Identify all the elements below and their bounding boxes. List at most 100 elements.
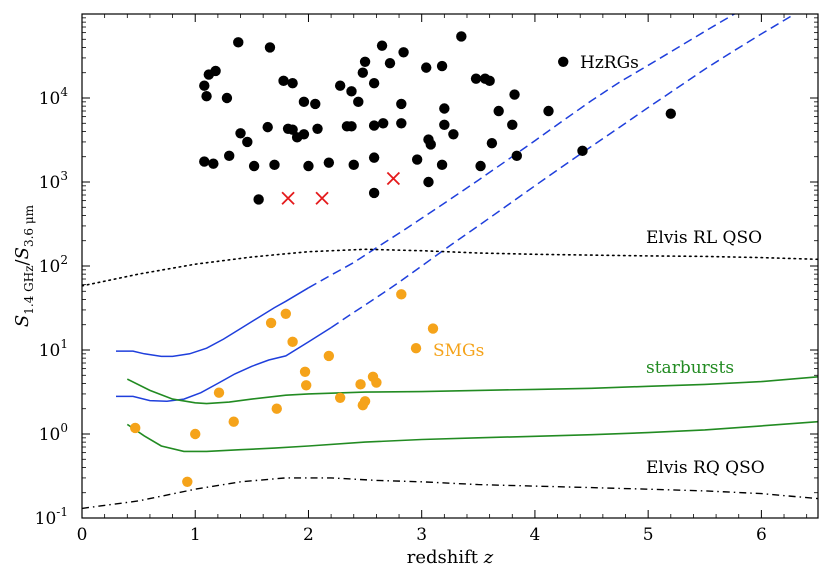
hzrg-point — [423, 176, 434, 188]
smg-point — [355, 379, 366, 390]
hzrg-point — [470, 73, 482, 84]
series-lines — [82, 14, 818, 510]
y-tick-label: 102 — [39, 253, 68, 277]
hzrg-point — [439, 103, 450, 114]
y-tick-label: 103 — [39, 169, 68, 193]
smg-point — [300, 380, 312, 391]
hzrg-point — [346, 121, 357, 132]
hzrg-point — [543, 105, 554, 117]
hzrg-point — [396, 98, 407, 110]
line-elvis-rq-qso — [82, 477, 818, 510]
hzrg-point — [310, 98, 321, 110]
smg-point — [265, 317, 277, 329]
hzrg-point — [425, 139, 436, 150]
axes: 0 1 2 3 4 5 6 10-1 100 101 102 103 104 — [35, 14, 818, 545]
cross-marker — [281, 191, 295, 205]
smg-point — [396, 289, 407, 300]
hzrg-point — [486, 137, 498, 149]
hzrg-point — [384, 57, 396, 69]
hzrg-point — [312, 123, 323, 134]
hzrg-point — [411, 154, 423, 165]
x-axis-label-text: redshift — [407, 547, 484, 568]
hzrg-point — [348, 159, 359, 171]
hzrg-point — [396, 118, 407, 129]
y-tick-label: 104 — [39, 85, 69, 109]
blue-line-dashed — [330, 14, 796, 329]
y-tick-label: 100 — [39, 421, 68, 445]
hzrg-point — [199, 80, 210, 91]
elvis-rl-annotation: Elvis RL QSO — [646, 228, 762, 248]
hzrg-point — [368, 120, 380, 131]
hzrg-point — [368, 152, 380, 163]
hzrg-point — [359, 56, 371, 67]
cross-marker — [315, 191, 329, 205]
y-axis-label: S1.4 GHz/S3.6 μm — [12, 204, 36, 327]
smg-point — [182, 476, 193, 487]
hzrg-point — [509, 89, 520, 100]
hzrg-point — [493, 105, 504, 117]
x-tick-label: 6 — [756, 525, 767, 545]
blue-line-dashed — [308, 14, 736, 289]
x-axis-label: redshift z — [407, 547, 494, 568]
line-elvis-rl-qso — [82, 248, 818, 287]
y-tick-label: 101 — [39, 337, 68, 361]
hzrg-point — [665, 108, 676, 119]
hzrg-point — [201, 91, 212, 102]
x-tick-label: 3 — [416, 525, 427, 545]
hzrg-point — [484, 75, 495, 87]
x-tick-label: 0 — [77, 525, 88, 545]
hzrg-point — [436, 159, 448, 171]
hzrg-point — [298, 96, 310, 108]
hzrg-point — [456, 31, 467, 42]
smgs-annotation: SMGs — [433, 341, 484, 361]
hzrg-point — [558, 56, 569, 67]
x-tick-label: 4 — [530, 525, 541, 545]
smg-point — [427, 323, 439, 334]
x-tick-label: 1 — [190, 525, 201, 545]
hzrgs-annotation: HzRGs — [580, 53, 639, 73]
smg-point — [287, 336, 298, 348]
smg-point — [130, 422, 141, 434]
hzrg-point — [368, 187, 380, 199]
hzrg-point — [376, 40, 388, 51]
x-tick-label: 5 — [643, 525, 654, 545]
smg-point — [271, 403, 282, 414]
hzrg-point — [253, 194, 264, 205]
smg-point — [410, 343, 422, 354]
hzrg-point — [264, 42, 276, 53]
hzrg-point — [235, 128, 246, 139]
hzrg-point — [334, 80, 346, 91]
hzrg-point — [368, 78, 380, 89]
smg-point — [323, 350, 335, 362]
series-points — [130, 31, 676, 487]
starbursts-annotation: starbursts — [646, 358, 734, 378]
line-starbursts-lower — [126, 420, 818, 453]
hzrg-point — [357, 67, 369, 78]
hzrg-point — [298, 129, 310, 140]
blue-line-solid — [116, 287, 309, 358]
y-tick-label: 10-1 — [35, 505, 68, 529]
hzrg-point — [210, 65, 221, 77]
smg-point — [213, 387, 225, 398]
smg-point — [334, 392, 346, 403]
smg-point — [357, 400, 369, 411]
hzrg-point — [269, 159, 280, 171]
hzrg-point — [208, 158, 219, 169]
x-axis-label-var: z — [483, 547, 494, 568]
hzrg-point — [577, 145, 588, 157]
hzrg-point — [287, 124, 298, 135]
hzrg-point — [233, 37, 244, 48]
hzrg-point — [421, 62, 432, 73]
hzrg-point — [303, 160, 314, 172]
hzrg-point — [439, 119, 450, 130]
line-starbursts-upper — [126, 376, 818, 405]
hzrg-point — [377, 118, 389, 129]
hzrg-point — [475, 160, 486, 172]
hzrg-point — [436, 60, 448, 72]
hzrg-point — [199, 156, 210, 167]
hzrg-point — [507, 119, 518, 130]
smg-point — [280, 308, 292, 319]
hzrg-point — [221, 92, 233, 104]
hzrg-point — [248, 160, 260, 172]
smg-point — [299, 366, 311, 378]
